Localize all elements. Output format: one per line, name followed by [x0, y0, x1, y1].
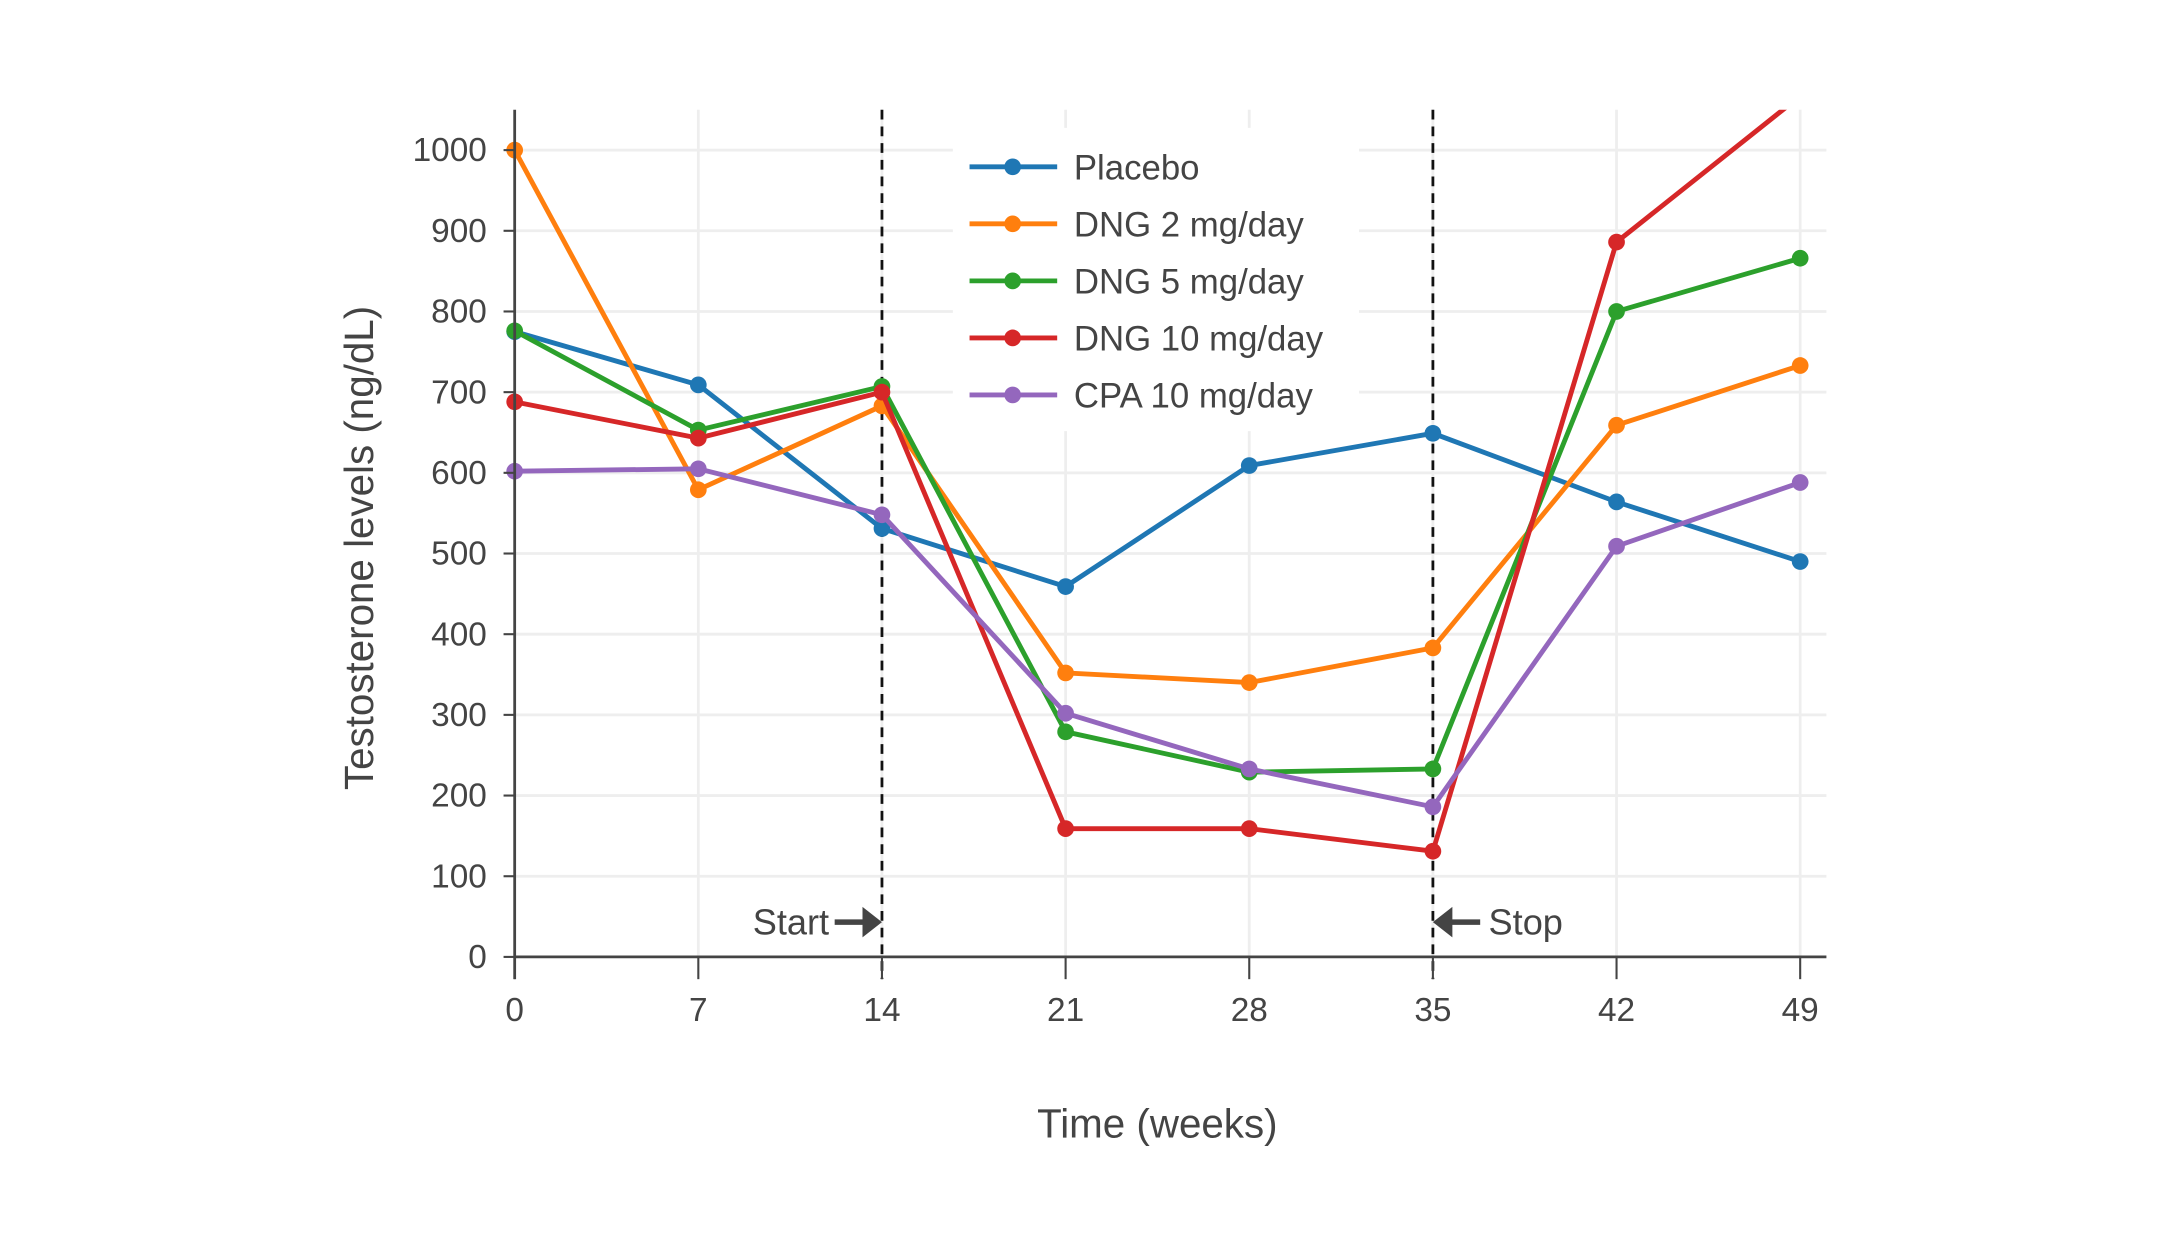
data-point	[1240, 457, 1258, 474]
data-point	[1424, 798, 1442, 816]
legend-marker	[1004, 386, 1022, 404]
data-point	[873, 506, 891, 524]
arrow-head-icon	[1432, 906, 1453, 938]
y-tick-label: 500	[431, 536, 487, 573]
legend-marker	[1004, 272, 1022, 290]
y-tick-label: 400	[431, 616, 487, 653]
legend-marker	[1004, 329, 1022, 347]
y-tick-label: 0	[468, 939, 487, 976]
data-point	[689, 376, 707, 394]
legend-label: Placebo	[1074, 149, 1200, 187]
x-tick-label: 35	[1414, 992, 1451, 1029]
annotations: Start Stop	[753, 902, 1563, 943]
x-tick-label: 28	[1231, 992, 1268, 1029]
y-axis-label: Testosterone levels (ng/dL)	[336, 306, 382, 790]
data-point	[1424, 842, 1442, 860]
x-tick-label: 49	[1782, 992, 1819, 1029]
y-tick-label: 200	[431, 778, 487, 815]
legend-item[interactable]: CPA 10 mg/day	[969, 377, 1314, 415]
annotation-label: Start	[753, 902, 829, 943]
legend-label: DNG 2 mg/day	[1074, 206, 1305, 244]
data-point	[1608, 303, 1625, 320]
data-point	[873, 383, 891, 401]
data-point	[1424, 424, 1442, 442]
data-point	[1240, 760, 1258, 778]
legend-item[interactable]: Placebo	[969, 149, 1200, 187]
data-point	[689, 460, 707, 478]
y-tick-label: 300	[431, 697, 487, 734]
legend-item[interactable]: DNG 5 mg/day	[969, 263, 1305, 301]
data-point	[1240, 820, 1258, 837]
legend-marker	[1004, 158, 1022, 176]
y-tick-label: 900	[431, 213, 487, 250]
series-line	[514, 109, 1787, 854]
data-point	[1791, 249, 1809, 267]
data-point	[1057, 578, 1074, 595]
data-point	[1792, 88, 1809, 105]
data-point	[1424, 639, 1442, 657]
x-axis-label: Time (weeks)	[1037, 1101, 1278, 1147]
x-tick-label: 0	[505, 992, 524, 1029]
data-point	[1424, 760, 1442, 778]
vertical-reference-lines	[880, 109, 1435, 980]
data-point	[1608, 233, 1625, 251]
y-tick-label: 800	[431, 294, 487, 331]
series-lines	[506, 88, 1809, 860]
y-tick-label: 1000	[413, 132, 487, 169]
series-line	[513, 255, 1801, 775]
y-tick-label: 700	[431, 374, 487, 411]
data-point	[689, 429, 707, 447]
arrow-head-icon	[862, 906, 882, 938]
data-point	[1608, 493, 1625, 511]
data-point	[1791, 474, 1809, 491]
legend-label: DNG 10 mg/day	[1074, 320, 1324, 358]
x-tick-label: 21	[1047, 992, 1084, 1029]
y-tick-label: 600	[431, 455, 487, 492]
x-tick-label: 7	[689, 992, 708, 1029]
data-point	[1791, 553, 1809, 570]
legend-item[interactable]: DNG 10 mg/day	[969, 320, 1324, 358]
y-tick-label: 100	[431, 858, 487, 895]
data-point	[1057, 820, 1074, 837]
legend-marker	[1004, 215, 1022, 233]
data-point	[689, 481, 707, 499]
legend[interactable]: Placebo DNG 2 mg/day DNG 5 mg/day DNG 10 mg…	[952, 127, 1360, 432]
x-tick-label: 14	[863, 992, 900, 1029]
data-point	[1791, 357, 1809, 374]
legend-label: CPA 10 mg/day	[1074, 377, 1314, 415]
data-point	[1240, 674, 1258, 691]
data-point	[1057, 664, 1074, 682]
data-point	[1057, 723, 1074, 741]
axes: 0 100 200 300 400 500 600 700 800 900 1000 0 7 14 21 28…	[413, 109, 1827, 1029]
data-point	[1057, 704, 1074, 722]
data-point	[1608, 537, 1625, 555]
legend-item[interactable]: DNG 2 mg/day	[969, 206, 1305, 244]
legend-label: DNG 5 mg/day	[1074, 263, 1305, 301]
data-point	[873, 520, 891, 537]
annotation-label: Stop	[1489, 902, 1563, 943]
data-point	[1608, 416, 1625, 434]
series-line	[514, 329, 1801, 590]
series-line	[514, 466, 1801, 810]
x-tick-label: 42	[1598, 992, 1635, 1029]
